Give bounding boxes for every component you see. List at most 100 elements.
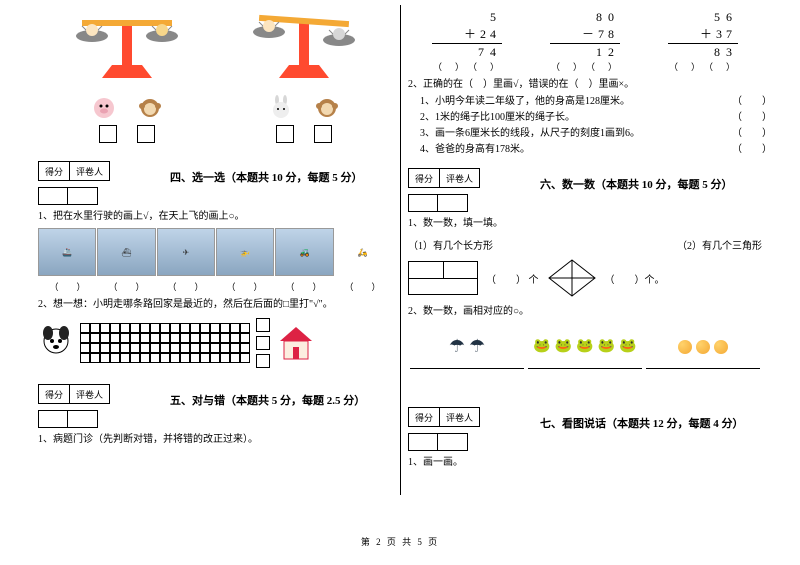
score-label: 得分 [38,384,70,404]
grader-label: 评卷人 [440,168,480,188]
path-choice-box [256,318,270,332]
score-blank [408,194,438,212]
section-5-header: 得分 评卷人 五、对与错（本题共 5 分，每题 2.5 分） [38,374,392,408]
section-5-title: 五、对与错（本题共 5 分，每题 2.5 分） [170,392,365,408]
grader-label: 评卷人 [70,161,110,181]
grader-blank [68,410,98,428]
roller-photo: 🚜 [275,228,333,276]
arith-result: 12 [550,44,620,60]
rectangle-figure [408,261,478,295]
ship-photo: 🚢 [38,228,96,276]
arith-mid: ＋37 [668,25,738,44]
monkey-icon [137,95,163,121]
q5-1-text: 1、病题门诊（先判断对错，并将错的改正过来）。 [38,432,392,447]
scooter-photo: 🛵 [335,228,391,276]
objects-row: ☂☂ 🐸🐸🐸🐸🐸 [408,325,762,369]
grader-label: 评卷人 [70,384,110,404]
paren: （ ） [38,280,97,293]
right-column: 5 ＋24 74 （ ） （ ） 80 －78 12 （ ） （ ） 56 ＋3… [400,10,770,520]
statement-list: 1、小明今年读二年级了，他的身高是128厘米。 （ ） 2、1米的绳子比100厘米… [420,94,762,158]
paren-row: （ ） （ ） （ ） （ ） （ ） （ ） [38,280,392,293]
answer-area [410,375,524,395]
ship2-photo: ⛴ [97,228,155,276]
answer-box [276,125,294,143]
path-grid [80,323,250,363]
arith-top: 56 [668,10,738,25]
answer-box [99,125,117,143]
balance-scales-area [38,10,392,143]
umbrellas-box: ☂☂ [410,325,524,369]
score-label: 得分 [38,161,70,181]
grader-blank [438,194,468,212]
score-blank [38,410,68,428]
score-label: 得分 [408,407,440,427]
pig-icon [91,95,117,121]
stmt-paren: （ ） [732,110,762,126]
arith-problem-2: 80 －78 12 （ ） （ ） [550,10,620,73]
scale-group-1 [67,10,187,143]
count-blank: （ ）个。 [605,271,665,286]
arith-result: 74 [432,44,502,60]
arith-mid: ＋24 [432,25,502,44]
arith-top: 80 [550,10,620,25]
stmt-paren: （ ） [732,94,762,110]
grader-blank [68,187,98,205]
stmt-paren: （ ） [732,142,762,158]
house-icon [276,323,316,363]
paren: （ ） [333,280,392,293]
q2-head: 2、正确的在（ ）里画√，错误的在（ ）里画×。 [408,77,762,92]
paren: （ ） [215,280,274,293]
q7-1-text: 1、画一画。 [408,455,762,470]
section-6-header: 得分 评卷人 六、数一数（本题共 10 分，每题 5 分） [408,158,762,192]
frogs-box: 🐸🐸🐸🐸🐸 [528,325,642,369]
count-blank: （ ） 个 [486,271,539,286]
grader-label: 评卷人 [440,407,480,427]
arith-paren: （ ） （ ） [432,60,502,73]
stmt-paren: （ ） [732,126,762,142]
arith-problem-3: 56 ＋37 83 （ ） （ ） [668,10,738,73]
section-7-header: 得分 评卷人 七、看图说话（本题共 12 分，每题 4 分） [408,397,762,431]
q6-1a-label: （1）有几个长方形 [408,237,493,252]
stmt-text: 1、小明今年读二年级了，他的身高是128厘米。 [420,94,630,110]
answer-box [314,125,332,143]
section-4-title: 四、选一选（本题共 10 分，每题 5 分） [170,169,363,185]
triangle-figure [547,258,597,298]
stmt-text: 4、爸爸的身高有178米。 [420,142,530,158]
paren: （ ） [97,280,156,293]
q4-2-text: 2、想一想：小明走哪条路回家是最近的，然后在后面的□里打"√"。 [38,297,392,312]
scale-group-2 [244,10,364,143]
path-choice-box [256,336,270,350]
monkey-icon [314,95,340,121]
arith-top: 5 [432,10,502,25]
grader-blank [438,433,468,451]
q6-1b-label: （2）有几个三角形 [677,237,762,252]
section-7-title: 七、看图说话（本题共 12 分，每题 4 分） [540,415,744,431]
vehicle-photo-row: 🚢 ⛴ ✈ 🚁 🚜 🛵 [38,228,392,276]
page-footer: 第 2 页 共 5 页 [0,520,800,548]
plane-photo: ✈ [157,228,215,276]
arith-result: 83 [668,44,738,60]
arith-paren: （ ） （ ） [668,60,738,73]
q4-1-text: 1、把在水里行驶的画上√，在天上飞的画上○。 [38,209,392,224]
stmt-text: 3、画一条6厘米长的线段，从尺子的刻度1画到6。 [420,126,640,142]
helicopter-photo: 🚁 [216,228,274,276]
answer-area [528,375,642,395]
section-4-header: 得分 评卷人 四、选一选（本题共 10 分，每题 5 分） [38,151,392,185]
path-question [38,318,392,368]
paren: （ ） [274,280,333,293]
score-label: 得分 [408,168,440,188]
path-choice-box [256,354,270,368]
answer-box [137,125,155,143]
answer-area [646,375,760,395]
arithmetic-row: 5 ＋24 74 （ ） （ ） 80 －78 12 （ ） （ ） 56 ＋3… [408,10,762,73]
score-blank [408,433,438,451]
paren: （ ） [156,280,215,293]
arith-paren: （ ） （ ） [550,60,620,73]
balance-scale-icon [67,10,187,90]
section-6-title: 六、数一数（本题共 10 分，每题 5 分） [540,176,733,192]
dog-icon [38,325,74,361]
arith-problem-1: 5 ＋24 74 （ ） （ ） [432,10,502,73]
shapes-count-row: （1）有几个长方形 （2）有几个三角形 [408,237,762,252]
stmt-text: 2、1米的绳子比100厘米的绳子长。 [420,110,575,126]
arith-mid: －78 [550,25,620,44]
